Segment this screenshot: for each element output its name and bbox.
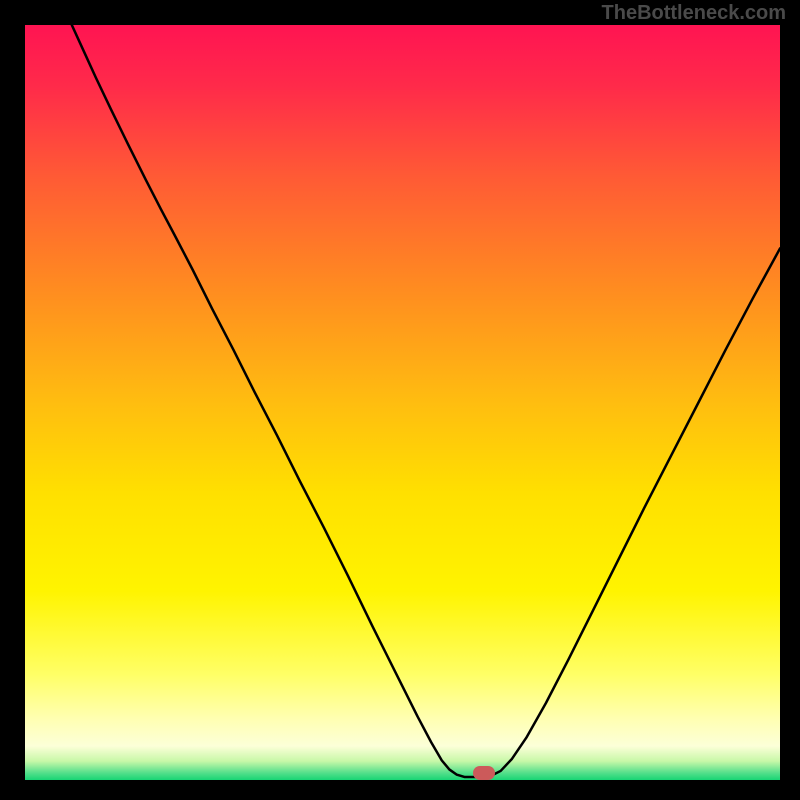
attribution-text: TheBottleneck.com [602,2,786,25]
chart-container [25,25,780,780]
bottleneck-marker [473,766,495,780]
bottleneck-curve [25,25,780,780]
